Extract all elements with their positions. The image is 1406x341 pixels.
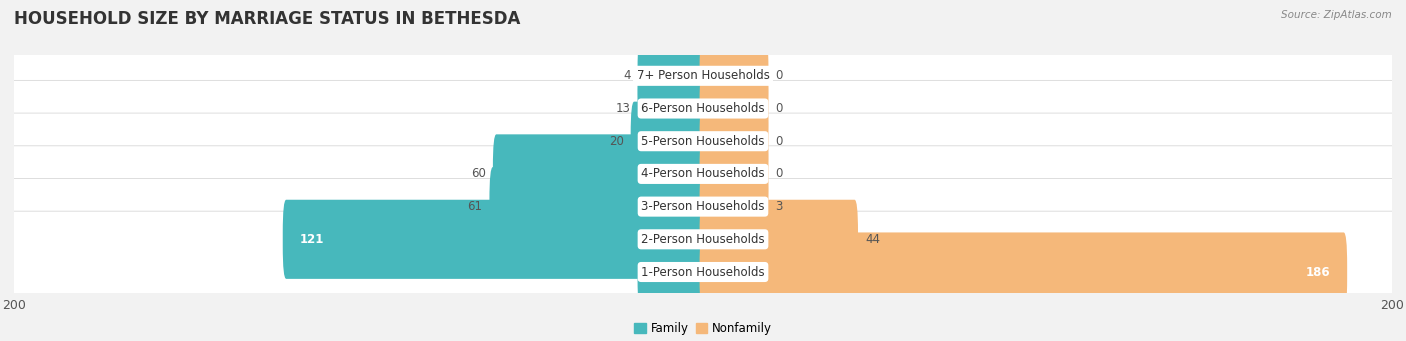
FancyBboxPatch shape	[1, 113, 1405, 235]
FancyBboxPatch shape	[1, 178, 1405, 300]
FancyBboxPatch shape	[700, 233, 1347, 312]
Text: 0: 0	[775, 69, 783, 82]
Text: 4-Person Households: 4-Person Households	[641, 167, 765, 180]
Text: 61: 61	[468, 200, 482, 213]
FancyBboxPatch shape	[494, 134, 706, 213]
Legend: Family, Nonfamily: Family, Nonfamily	[630, 317, 776, 340]
FancyBboxPatch shape	[631, 102, 706, 181]
FancyBboxPatch shape	[637, 69, 706, 148]
Text: 44: 44	[865, 233, 880, 246]
Text: HOUSEHOLD SIZE BY MARRIAGE STATUS IN BETHESDA: HOUSEHOLD SIZE BY MARRIAGE STATUS IN BET…	[14, 10, 520, 28]
FancyBboxPatch shape	[489, 167, 706, 246]
Text: 60: 60	[471, 167, 486, 180]
Text: 186: 186	[1305, 266, 1330, 279]
Text: 121: 121	[299, 233, 325, 246]
FancyBboxPatch shape	[1, 211, 1405, 333]
Text: 20: 20	[609, 135, 624, 148]
Text: Source: ZipAtlas.com: Source: ZipAtlas.com	[1281, 10, 1392, 20]
Text: 5-Person Households: 5-Person Households	[641, 135, 765, 148]
FancyBboxPatch shape	[283, 200, 706, 279]
Text: 1-Person Households: 1-Person Households	[641, 266, 765, 279]
Text: 6-Person Households: 6-Person Households	[641, 102, 765, 115]
Text: 0: 0	[775, 167, 783, 180]
FancyBboxPatch shape	[700, 134, 769, 213]
Text: 0: 0	[775, 135, 783, 148]
Text: 13: 13	[616, 102, 631, 115]
FancyBboxPatch shape	[1, 80, 1405, 202]
FancyBboxPatch shape	[637, 233, 706, 312]
Text: 3: 3	[775, 200, 783, 213]
FancyBboxPatch shape	[1, 48, 1405, 169]
Text: 2-Person Households: 2-Person Households	[641, 233, 765, 246]
Text: 7+ Person Households: 7+ Person Households	[637, 69, 769, 82]
FancyBboxPatch shape	[637, 36, 706, 115]
FancyBboxPatch shape	[700, 102, 769, 181]
Text: 0: 0	[775, 102, 783, 115]
FancyBboxPatch shape	[700, 36, 769, 115]
FancyBboxPatch shape	[700, 167, 769, 246]
FancyBboxPatch shape	[700, 200, 858, 279]
Text: 3-Person Households: 3-Person Households	[641, 200, 765, 213]
FancyBboxPatch shape	[1, 146, 1405, 267]
FancyBboxPatch shape	[700, 69, 769, 148]
Text: 4: 4	[623, 69, 631, 82]
FancyBboxPatch shape	[1, 15, 1405, 137]
